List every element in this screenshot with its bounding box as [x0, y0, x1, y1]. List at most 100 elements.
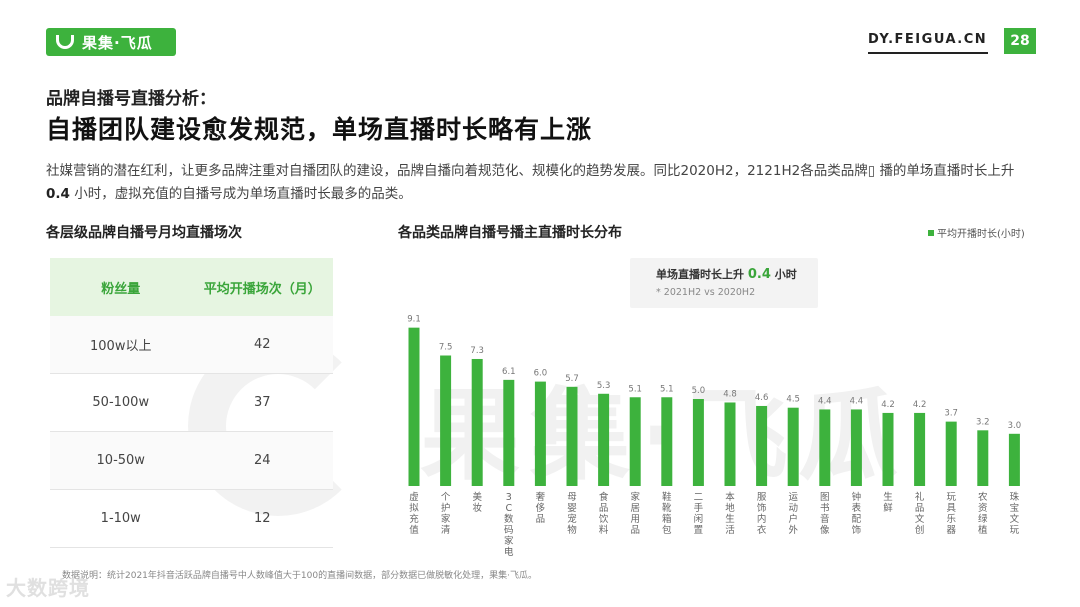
category-label: 玩具乐器	[946, 492, 956, 536]
bar-value-label: 5.7	[565, 374, 579, 384]
category-label: 服饰内衣	[757, 492, 767, 536]
table-row: 50-100w 37	[50, 374, 333, 432]
category-label: 美妆	[472, 491, 482, 514]
watermark-center: 果集·飞瓜	[420, 354, 908, 499]
bar-美妆	[471, 358, 483, 486]
watermark-bottom: 大数跨境	[6, 576, 90, 600]
table-header: 粉丝量 平均开播场次（月）	[50, 258, 333, 316]
callout-sub: * 2021H2 vs 2020H2	[656, 287, 756, 298]
bar-玩具乐器	[945, 421, 957, 486]
bar-鞋靴箱包	[661, 397, 673, 486]
bar-3C数码家电	[503, 379, 515, 486]
bar-value-label: 3.7	[944, 409, 958, 419]
callout-main: 单场直播时长上升 0.4 小时	[656, 266, 818, 282]
callout-prefix: 单场直播时长上升	[656, 268, 744, 281]
category-label: 本地生活	[725, 491, 735, 536]
table-cell: 24	[253, 453, 271, 468]
chart-legend: 平均开播时长(小时)	[928, 225, 1025, 240]
left-section-title: 各层级品牌自播号月均直播场次	[46, 225, 242, 241]
bar-value-label: 5.1	[628, 384, 642, 394]
bar-value-label: 4.2	[913, 400, 927, 410]
brand-logo: 果集·飞瓜	[46, 28, 176, 56]
category-label: 图书音像	[820, 492, 830, 536]
bar-二手闲置	[692, 399, 704, 486]
bar-钟表配饰	[850, 409, 862, 486]
bar-value-label: 9.1	[407, 315, 421, 325]
bar-本地生活	[724, 402, 736, 486]
bar-母婴宠物	[566, 386, 578, 486]
table-cell: 10-50w	[96, 453, 145, 468]
right-section-title: 各品类品牌自播号播主直播时长分布	[398, 225, 622, 241]
bar-value-label: 4.2	[881, 400, 895, 410]
bar-奢侈品	[534, 381, 546, 486]
legend-swatch	[928, 229, 934, 236]
category-label: 家居用品	[630, 491, 640, 536]
bar-chart: 9.1 虚拟充值 7.5 个护家清 7.3 美妆 6.1 3 C 数码家电 6.0 奢侈品 5.7 母婴宠…	[407, 315, 1022, 558]
bar-农资绿植	[977, 430, 989, 486]
footnote: 数据说明：统计2021年抖音活跃品牌自播号中人数峰值大于100的直播间数据，部分…	[62, 571, 537, 581]
bar-value-label: 4.4	[850, 396, 864, 406]
table-cell: 37	[253, 395, 271, 410]
bar-value-label: 4.5	[786, 395, 800, 405]
category-label: 奢侈品	[536, 491, 546, 525]
category-label: 礼品文创	[915, 491, 925, 536]
bar-value-label: 5.0	[692, 386, 706, 396]
legend-label: 平均开播时长(小时)	[937, 229, 1025, 240]
category-label: 母婴宠物	[567, 492, 577, 536]
category-label: 生鲜	[883, 491, 893, 514]
category-label: 个护家清	[441, 492, 451, 536]
table-cell: 50-100w	[92, 395, 150, 410]
bar-生鲜	[882, 412, 894, 486]
table-cell: 100w以上	[90, 339, 152, 354]
table-header-cell: 平均开播场次（月）	[203, 281, 321, 297]
description-part2: 播的单场直播时长上升	[879, 163, 1015, 179]
bar-value-label: 5.1	[660, 384, 674, 394]
bar-value-label: 7.5	[439, 343, 453, 353]
bar-value-label: 7.3	[470, 346, 484, 356]
table-row: 1-10w 12	[50, 490, 333, 548]
bar-value-label: 6.1	[502, 367, 516, 377]
callout-value: 0.4	[747, 267, 771, 282]
growth-callout: 单场直播时长上升 0.4 小时 * 2021H2 vs 2020H2	[630, 258, 818, 308]
table-cell: 1-10w	[100, 511, 141, 526]
bar-value-label: 4.6	[755, 393, 769, 403]
page-number: 28	[1004, 28, 1036, 54]
missing-glyph: ▯	[867, 163, 876, 179]
bar-运动户外	[787, 407, 799, 486]
bar-图书音像	[819, 409, 831, 486]
description-part1: 社媒营销的潜在红利，让更多品牌注重对自播团队的建设，品牌自播向着规范化、规模化的…	[46, 163, 868, 179]
description-highlight: 0.4	[46, 186, 70, 202]
bar-value-label: 3.2	[976, 417, 990, 427]
callout-suffix: 小时	[774, 268, 797, 281]
category-label: 鞋靴箱包	[662, 491, 672, 536]
logo-icon	[56, 35, 74, 49]
fans-table: 粉丝量 平均开播场次（月） 100w以上 42 50-100w 37 10-50…	[50, 258, 333, 548]
bar-value-label: 5.3	[597, 381, 611, 391]
category-label: 二手闲置	[694, 492, 704, 536]
page-title: 自播团队建设愈发规范，单场直播时长略有上涨	[46, 115, 593, 144]
category-label: 农资绿植	[978, 491, 988, 536]
page-description: 社媒营销的潜在红利，让更多品牌注重对自播团队的建设，品牌自播向着规范化、规模化的…	[46, 160, 1036, 206]
bar-虚拟充值	[408, 327, 420, 486]
page-subtitle: 品牌自播号直播分析：	[46, 89, 216, 109]
bar-珠宝文玩	[1008, 433, 1020, 486]
category-label: 虚拟充值	[409, 491, 419, 536]
description-part3: 小时，虚拟充值的自播号成为单场直播时长最多的品类。	[74, 186, 412, 202]
table-header-cell: 粉丝量	[101, 281, 141, 297]
site-url: DY.FEIGUA.CN	[868, 32, 988, 47]
table-row: 100w以上 42	[50, 316, 333, 374]
bar-家居用品	[629, 397, 641, 486]
category-label: 珠宝文玩	[1010, 491, 1020, 536]
table-cell: 12	[253, 511, 271, 526]
bar-value-label: 4.4	[818, 396, 832, 406]
category-label: 3 C 数码家电	[504, 492, 514, 558]
category-label: 运动户外	[788, 492, 798, 536]
category-label: 食品饮料	[599, 491, 609, 536]
bar-value-label: 3.0	[1008, 421, 1022, 431]
category-label: 钟表配饰	[852, 491, 862, 536]
bar-礼品文创	[914, 412, 926, 486]
table-body: 100w以上 42 50-100w 37 10-50w 24 1-10w 12	[50, 316, 333, 548]
bar-食品饮料	[598, 393, 610, 486]
bar-个护家清	[440, 355, 452, 486]
logo-text: 果集·飞瓜	[82, 33, 153, 52]
